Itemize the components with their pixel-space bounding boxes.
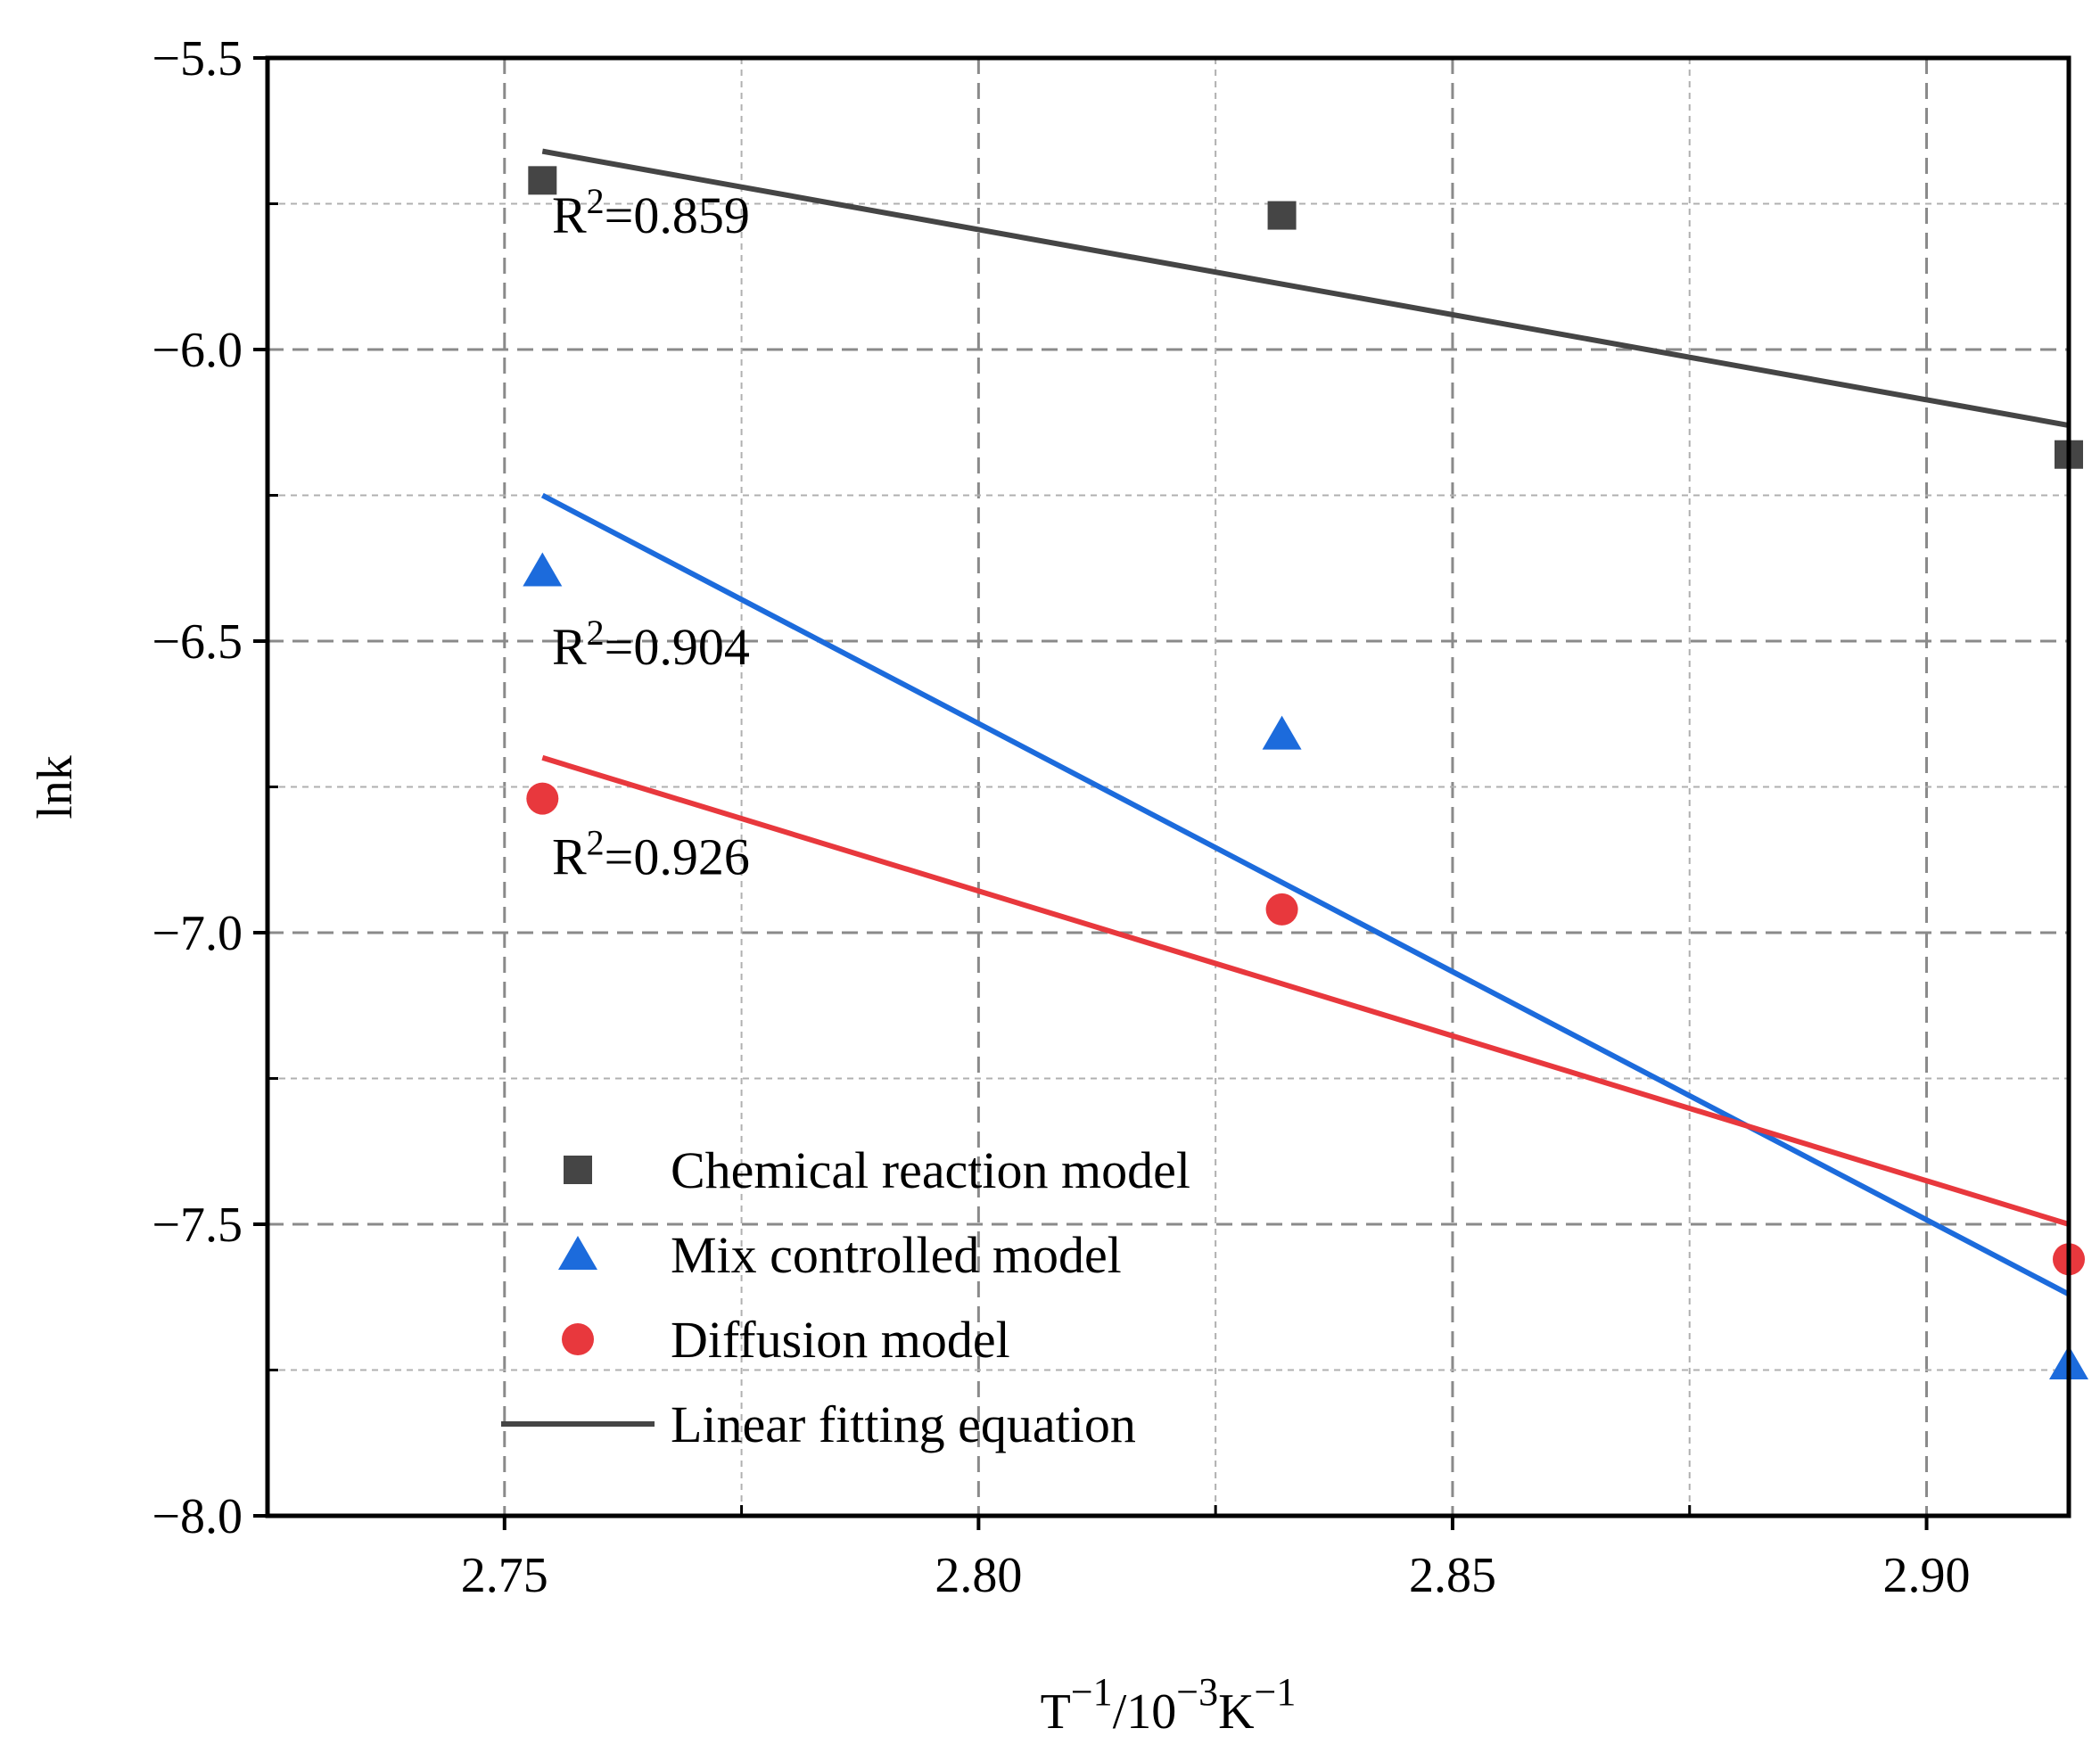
y-tick-label: −6.0 [152, 323, 243, 378]
y-tick-label: −7.5 [152, 1197, 243, 1253]
r-squared-labels: R2=0.859 R2=0.904 R2=0.926 [552, 181, 750, 885]
legend: Chemical reaction model Mix controlled mo… [501, 1141, 1190, 1453]
r-squared-label: R2=0.926 [552, 823, 750, 886]
data-point-square [528, 166, 557, 195]
x-axis-label: T−1/10−3K−1 [1041, 1670, 1297, 1740]
legend-marker-triangle [558, 1236, 597, 1270]
r-squared-label: R2=0.904 [552, 613, 750, 676]
x-tick-label: 2.80 [935, 1548, 1022, 1603]
x-tick-label: 2.85 [1409, 1548, 1496, 1603]
x-tick-label: 2.75 [461, 1548, 548, 1603]
fit-line-square [541, 148, 2070, 428]
data-point-triangle [523, 552, 563, 587]
r-squared-label: R2=0.859 [552, 181, 750, 244]
axis-ticks: 2.75 2.80 2.85 2.90 −5.5 −6.0 −6.5 −7.0 −7.5 −8.0 [152, 31, 1970, 1603]
y-tick-label: −5.5 [152, 31, 243, 86]
fit-line-circle [541, 754, 2070, 1227]
y-tick-label: −7.0 [152, 906, 243, 961]
grid-lines [268, 58, 2069, 1516]
legend-label: Chemical reaction model [671, 1141, 1190, 1199]
legend-marker-square [564, 1156, 592, 1184]
data-point-triangle [1262, 715, 1302, 750]
data-point-square [1267, 201, 1297, 230]
legend-label: Linear fitting equation [671, 1395, 1136, 1453]
fit-lines [540, 148, 2071, 1297]
y-tick-label: −6.5 [152, 614, 243, 670]
y-tick-label: −8.0 [152, 1489, 243, 1544]
legend-marker-circle [562, 1323, 594, 1355]
data-point-circle [526, 782, 559, 815]
fit-line-triangle [540, 492, 2071, 1297]
legend-label: Mix controlled model [671, 1226, 1122, 1284]
data-point-circle [1265, 893, 1298, 926]
x-tick-label: 2.90 [1883, 1548, 1971, 1603]
y-axis-label: lnk [28, 755, 83, 819]
legend-label: Diffusion model [671, 1311, 1010, 1369]
